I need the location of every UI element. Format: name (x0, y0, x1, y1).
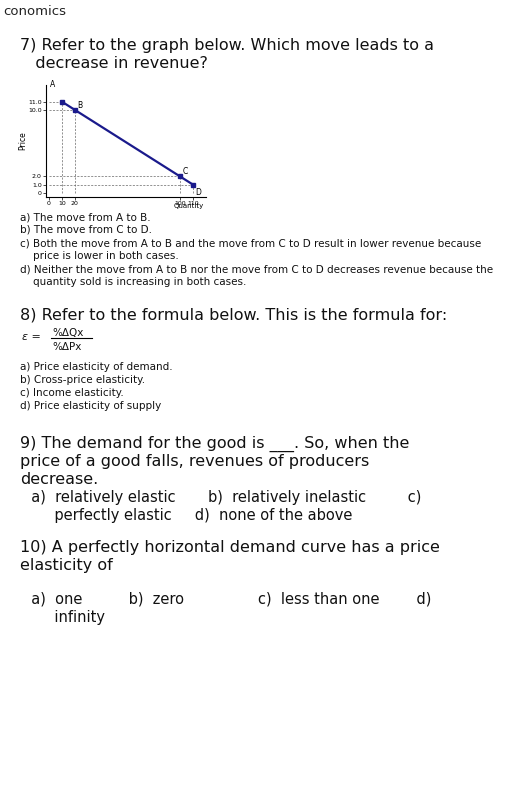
Text: a) The move from A to B.: a) The move from A to B. (20, 212, 151, 222)
Text: 7) Refer to the graph below. Which move leads to a: 7) Refer to the graph below. Which move … (20, 38, 434, 53)
Text: infinity: infinity (22, 610, 105, 625)
Text: 10) A perfectly horizontal demand curve has a price: 10) A perfectly horizontal demand curve … (20, 540, 440, 555)
Text: B: B (78, 101, 82, 110)
Text: a) Price elasticity of demand.: a) Price elasticity of demand. (20, 362, 173, 372)
Text: 9) The demand for the good is ___. So, when the: 9) The demand for the good is ___. So, w… (20, 436, 410, 452)
Text: c) Both the move from A to B and the move from C to D result in lower revenue be: c) Both the move from A to B and the mov… (20, 238, 481, 261)
Text: ε =: ε = (22, 332, 41, 342)
Text: %ΔQx: %ΔQx (52, 328, 83, 338)
Text: a)  relatively elastic       b)  relatively inelastic         c): a) relatively elastic b) relatively inel… (22, 490, 422, 505)
Text: c) Income elasticity.: c) Income elasticity. (20, 388, 124, 398)
Text: Quantity: Quantity (173, 202, 203, 209)
Text: a)  one          b)  zero                c)  less than one        d): a) one b) zero c) less than one d) (22, 592, 432, 607)
Text: 8) Refer to the formula below. This is the formula for:: 8) Refer to the formula below. This is t… (20, 308, 447, 323)
Text: C: C (182, 167, 187, 176)
Text: price of a good falls, revenues of producers: price of a good falls, revenues of produ… (20, 454, 369, 469)
Text: elasticity of: elasticity of (20, 558, 113, 573)
Text: d) Neither the move from A to B nor the move from C to D decreases revenue becau: d) Neither the move from A to B nor the … (20, 264, 493, 287)
Text: b) The move from C to D.: b) The move from C to D. (20, 225, 152, 235)
Text: conomics: conomics (3, 5, 66, 18)
Text: b) Cross-price elasticity.: b) Cross-price elasticity. (20, 375, 145, 385)
Text: decrease in revenue?: decrease in revenue? (20, 56, 208, 71)
Text: %ΔPx: %ΔPx (52, 342, 81, 352)
Text: D: D (195, 188, 202, 197)
Y-axis label: Price: Price (18, 131, 27, 150)
Text: perfectly elastic     d)  none of the above: perfectly elastic d) none of the above (22, 508, 352, 523)
Text: A: A (50, 80, 55, 89)
Text: d) Price elasticity of supply: d) Price elasticity of supply (20, 401, 161, 411)
Text: decrease.: decrease. (20, 472, 98, 487)
